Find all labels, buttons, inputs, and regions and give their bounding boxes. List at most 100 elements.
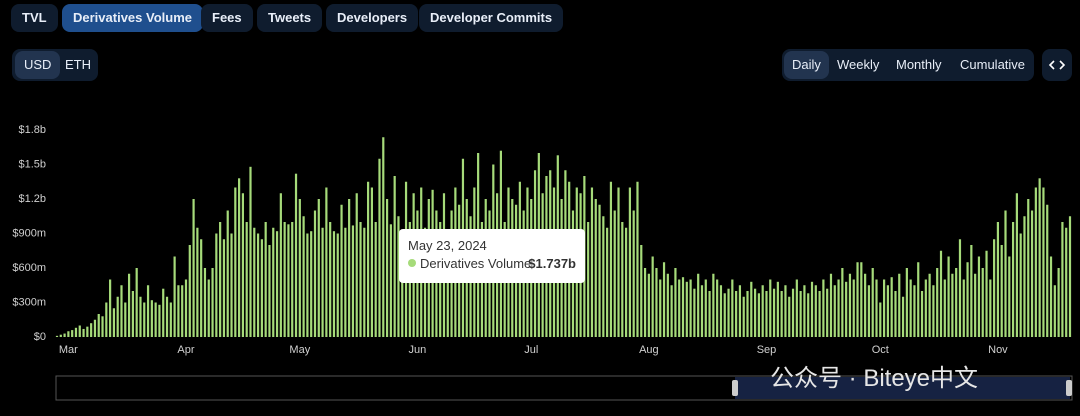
bar	[738, 285, 742, 337]
tab[interactable]: Tweets	[257, 4, 323, 32]
bar	[996, 222, 1000, 337]
bar	[731, 279, 734, 337]
bar	[385, 199, 389, 337]
bar	[317, 199, 320, 337]
range-selection[interactable]	[735, 377, 1070, 399]
currency-button[interactable]: ETH	[65, 57, 91, 72]
bar	[776, 281, 779, 337]
currency-button[interactable]: USD	[15, 51, 61, 79]
bar	[712, 273, 715, 337]
y-tick-label: $0	[34, 331, 46, 343]
bar	[689, 279, 692, 337]
bar	[723, 293, 726, 337]
tooltip-title: May 23, 2024	[408, 238, 487, 253]
bar	[640, 245, 643, 337]
y-tick-label: $1.8b	[18, 124, 46, 136]
bar	[219, 222, 222, 337]
bar	[82, 328, 85, 337]
tab[interactable]: Developers	[326, 4, 419, 32]
period-button[interactable]: Weekly	[837, 57, 880, 72]
bar	[924, 279, 927, 337]
period-button[interactable]: Daily	[784, 51, 829, 79]
bar	[230, 233, 233, 337]
bar	[700, 285, 704, 337]
bar	[939, 250, 943, 337]
y-tick-label: $600m	[12, 262, 46, 274]
bar	[1008, 256, 1011, 337]
bar	[291, 222, 294, 337]
tab[interactable]: TVL	[11, 4, 58, 32]
bar	[143, 302, 146, 337]
period-button[interactable]: Monthly	[896, 57, 942, 72]
bar	[985, 250, 988, 337]
bar	[727, 288, 730, 337]
bar	[329, 222, 332, 337]
bar	[977, 256, 981, 337]
bar	[135, 268, 138, 337]
bar	[864, 273, 867, 337]
bar	[150, 300, 153, 337]
bar	[1019, 233, 1022, 337]
bar	[256, 233, 260, 337]
bar	[146, 285, 150, 337]
tab[interactable]: Fees	[201, 4, 253, 32]
bar	[693, 288, 696, 337]
bar	[1061, 222, 1064, 337]
embed-button[interactable]	[1042, 49, 1072, 81]
x-tick-label: Apr	[177, 344, 194, 356]
x-tick-label: Nov	[988, 344, 1008, 356]
bar	[196, 227, 199, 337]
range-handle[interactable]	[732, 380, 738, 396]
bar	[708, 291, 711, 337]
bar	[795, 279, 798, 337]
bar	[662, 262, 666, 337]
bar	[105, 302, 108, 337]
bar	[617, 187, 620, 337]
bar	[370, 187, 374, 337]
bar	[651, 256, 654, 337]
bar	[1049, 256, 1053, 337]
bar	[367, 181, 370, 337]
bar	[283, 222, 286, 337]
bar	[245, 222, 248, 337]
bar	[625, 227, 628, 337]
bar	[818, 291, 821, 337]
bar	[981, 268, 984, 337]
bar	[867, 285, 871, 337]
tab[interactable]: Derivatives Volume	[62, 4, 203, 32]
bar	[875, 279, 878, 337]
tab[interactable]: Developer Commits	[419, 4, 564, 32]
bar	[1042, 187, 1045, 337]
period-button[interactable]: Cumulative	[960, 57, 1026, 72]
bar	[63, 333, 66, 337]
bar	[78, 325, 81, 337]
bar	[294, 173, 298, 337]
bar	[363, 227, 366, 337]
bar	[1027, 199, 1030, 337]
bar	[974, 273, 977, 337]
tooltip-series: Derivatives Volume	[420, 256, 532, 271]
range-handle[interactable]	[1066, 380, 1072, 396]
bar	[742, 296, 745, 337]
bar	[780, 291, 783, 337]
bar	[951, 273, 954, 337]
bar	[298, 199, 301, 337]
bar	[192, 199, 195, 337]
bar	[590, 187, 594, 337]
bar	[344, 227, 347, 337]
bar	[909, 279, 912, 337]
bar	[74, 327, 78, 337]
bar	[374, 222, 377, 337]
bar	[602, 216, 605, 337]
bar	[670, 285, 673, 337]
bar	[336, 233, 339, 337]
bar	[109, 279, 112, 337]
x-tick-label: Oct	[872, 344, 889, 356]
bar	[803, 285, 806, 337]
bar	[898, 273, 901, 337]
bar	[643, 268, 647, 337]
bar	[606, 227, 609, 337]
bar	[112, 308, 116, 337]
bar	[807, 293, 810, 337]
